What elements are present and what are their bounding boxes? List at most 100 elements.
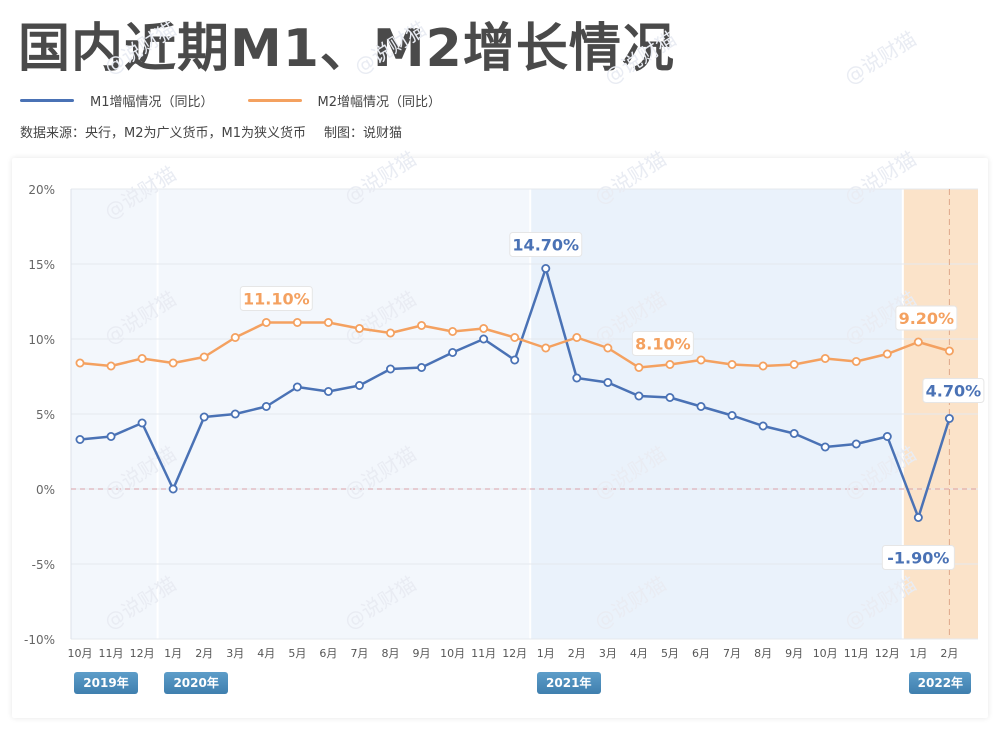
data-point-m2[interactable] [417, 320, 427, 330]
data-point-m2[interactable] [137, 353, 147, 363]
y-tick-label: 0% [36, 483, 55, 497]
data-point-m1[interactable] [261, 401, 271, 411]
y-tick-label: 20% [28, 183, 55, 197]
data-label: 14.70% [512, 236, 579, 255]
data-point-m1[interactable] [75, 434, 85, 444]
data-point-m2[interactable] [354, 323, 364, 333]
data-point-m2[interactable] [230, 332, 240, 342]
data-point-m2[interactable] [882, 349, 892, 359]
data-point-m2[interactable] [323, 317, 333, 327]
x-tick-label: 11月 [471, 647, 496, 660]
data-point-m1[interactable] [789, 428, 799, 438]
data-point-m2[interactable] [75, 358, 85, 368]
data-point-m2[interactable] [944, 346, 954, 356]
data-point-m2[interactable] [541, 343, 551, 353]
data-point-m2[interactable] [727, 359, 737, 369]
y-tick-label: -10% [24, 633, 55, 647]
data-label-box [881, 545, 955, 570]
x-tick-label: 12月 [875, 647, 900, 660]
data-point-m2[interactable] [665, 359, 675, 369]
x-tick-label: 3月 [226, 647, 244, 660]
data-point-m1[interactable] [665, 392, 675, 402]
year-badge: 2019年 [74, 672, 138, 694]
data-point-m2[interactable] [696, 355, 706, 365]
x-tick-label: 10月 [813, 647, 838, 660]
data-point-m2[interactable] [572, 332, 582, 342]
x-tick-label: 9月 [785, 647, 803, 660]
x-tick-label: 7月 [350, 647, 368, 660]
data-label-box [895, 305, 958, 331]
data-point-m1[interactable] [354, 380, 364, 390]
data-source-text: 数据来源：央行，M2为广义货币，M1为狭义货币 [20, 126, 306, 141]
data-point-m2[interactable] [510, 332, 520, 342]
data-point-m1[interactable] [230, 409, 240, 419]
data-label: -1.90% [887, 549, 949, 568]
x-tick-label: 10月 [68, 647, 93, 660]
data-point-m2[interactable] [758, 361, 768, 371]
data-point-m1[interactable] [820, 442, 830, 452]
data-point-m2[interactable] [789, 359, 799, 369]
legend: M1增幅情况（同比） M2增幅情况（同比） [20, 90, 475, 110]
y-tick-label: 10% [28, 333, 55, 347]
data-point-m2[interactable] [168, 358, 178, 368]
x-tick-label: 11月 [844, 647, 869, 660]
legend-label-m2: M2增幅情况（同比） [317, 94, 442, 110]
data-point-m2[interactable] [261, 317, 271, 327]
legend-item-m2[interactable]: M2增幅情况（同比） [247, 91, 442, 110]
data-point-m1[interactable] [603, 377, 613, 387]
data-point-m1[interactable] [510, 355, 520, 365]
x-tick-label: 6月 [692, 647, 710, 660]
data-point-m1[interactable] [634, 391, 644, 401]
data-point-m1[interactable] [417, 362, 427, 372]
data-point-m1[interactable] [292, 382, 302, 392]
data-point-m2[interactable] [385, 328, 395, 338]
data-point-m2[interactable] [479, 323, 489, 333]
legend-swatch-m1 [20, 98, 74, 102]
data-point-m1[interactable] [696, 401, 706, 411]
year-badge: 2022年 [909, 672, 972, 694]
data-point-m1[interactable] [199, 412, 209, 422]
y-tick-label: 5% [36, 408, 55, 422]
x-tick-label: 12月 [502, 647, 527, 660]
x-tick-label: 5月 [661, 647, 679, 660]
data-label-box [631, 331, 694, 356]
data-point-m1[interactable] [851, 439, 861, 449]
data-point-m1[interactable] [913, 513, 923, 523]
watermark-text: @说财猫 [600, 26, 681, 89]
watermark-text: @说财猫 [100, 16, 181, 79]
author-text: 制图：说财猫 [323, 126, 402, 141]
data-point-m1[interactable] [168, 484, 178, 494]
x-tick-label: 6月 [319, 647, 337, 660]
data-point-m1[interactable] [541, 263, 551, 273]
x-tick-label: 2月 [568, 647, 586, 660]
data-point-m2[interactable] [106, 361, 116, 371]
data-point-m1[interactable] [106, 431, 116, 441]
x-tick-label: 8月 [754, 647, 772, 660]
data-point-m2[interactable] [820, 353, 830, 363]
x-tick-label: 2月 [940, 647, 958, 660]
data-point-m2[interactable] [851, 356, 861, 366]
data-point-m1[interactable] [727, 410, 737, 420]
data-point-m1[interactable] [882, 431, 892, 441]
data-point-m2[interactable] [603, 343, 613, 353]
data-point-m1[interactable] [572, 373, 582, 383]
data-point-m1[interactable] [479, 334, 489, 344]
data-label: 11.10% [243, 290, 310, 309]
legend-item-m1[interactable]: M1增幅情况（同比） [20, 91, 214, 110]
data-point-m1[interactable] [944, 413, 954, 423]
data-label-box [922, 378, 985, 403]
data-point-m1[interactable] [758, 421, 768, 431]
data-point-m1[interactable] [448, 347, 458, 357]
x-tick-label: 10月 [440, 647, 465, 660]
data-point-m2[interactable] [448, 326, 458, 336]
legend-swatch-m2 [247, 98, 302, 102]
data-point-m2[interactable] [913, 337, 923, 347]
data-point-m1[interactable] [137, 418, 147, 428]
data-point-m2[interactable] [634, 362, 644, 372]
data-point-m1[interactable] [385, 364, 395, 374]
x-tick-label: 9月 [413, 647, 431, 660]
x-tick-label: 4月 [630, 647, 648, 660]
data-point-m2[interactable] [292, 317, 302, 327]
data-point-m1[interactable] [323, 386, 333, 396]
data-point-m2[interactable] [199, 352, 209, 362]
